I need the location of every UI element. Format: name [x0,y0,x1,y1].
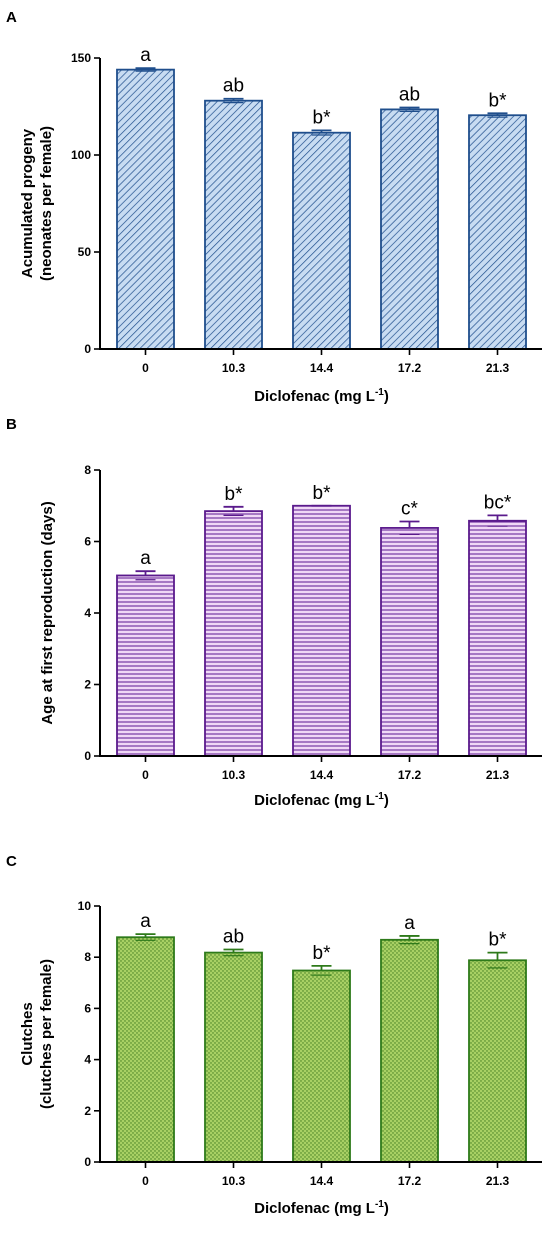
x-tick-label: 0 [142,1174,149,1188]
error-bar [223,505,244,517]
significance-label: c* [401,498,419,519]
significance-label: b* [313,943,332,964]
error-bar [487,112,508,118]
x-tick-label: 17.2 [398,768,422,782]
bar [292,969,351,1163]
error-bar [399,106,420,112]
y-tick-label: 4 [84,606,91,620]
x-tick-label: 17.2 [398,1174,422,1188]
significance-label: a [140,45,151,66]
error-bar [223,97,244,104]
significance-label: b* [489,90,508,111]
x-tick-label: 21.3 [486,1174,510,1188]
bar [292,131,351,350]
bar [116,68,175,350]
significance-label: a [404,913,415,934]
bar [380,527,439,757]
y-tick-label: 8 [84,950,91,964]
x-tick-label: 14.4 [310,361,334,375]
y-tick-label: 0 [84,342,91,356]
bar [468,114,527,350]
significance-label: bc* [484,492,512,513]
x-tick-label: 17.2 [398,361,422,375]
significance-label: b* [313,483,332,504]
error-bar [135,67,156,72]
bar [468,959,527,1163]
x-tick-label: 21.3 [486,361,510,375]
error-bar [399,520,420,535]
bar [292,504,351,757]
error-bar [311,129,332,136]
error-bar [135,933,156,941]
y-tick-label: 10 [78,899,92,913]
bar [116,936,175,1163]
x-tick-label: 10.3 [222,361,246,375]
panel-letter: A [6,9,17,26]
error-bar [135,570,156,581]
x-tick-label: 21.3 [486,768,510,782]
error-bar [487,514,508,527]
y-tick-label: 4 [84,1053,91,1067]
y-tick-label: 50 [78,245,92,259]
bar [204,510,263,757]
y-tick-label: 0 [84,1155,91,1169]
significance-label: ab [223,927,244,948]
x-tick-label: 10.3 [222,1174,246,1188]
panel-letter: B [6,416,17,433]
bar [204,951,263,1163]
y-tick-label: 2 [84,678,91,692]
x-tick-label: 14.4 [310,1174,334,1188]
panel-letter: C [6,853,17,870]
significance-label: ab [223,76,244,97]
y-tick-label: 100 [71,148,91,162]
bar [468,519,527,757]
chart-panel-b: Ba 0 b* 10.3 b* 14.4 c* 17.2 bc* 21.3 0 2 4 6 8 Age at … [6,416,542,809]
bar [204,99,263,350]
chart-panel-a: Aa 0 ab 10.3 b* 14.4 ab 17.2 b* 21.3 0 50 100 150 Acum… [6,9,542,405]
y-axis-label: Age at first reproduction (days) [39,501,56,724]
significance-label: b* [225,484,244,505]
x-tick-label: 10.3 [222,768,246,782]
y-axis-label: Acumulated progeny (neonates per female) [19,126,55,281]
y-tick-label: 0 [84,749,91,763]
y-tick-label: 150 [71,51,91,65]
significance-label: ab [399,84,420,105]
x-tick-label: 0 [142,361,149,375]
error-bar [223,948,244,957]
x-tick-label: 14.4 [310,768,334,782]
x-tick-label: 0 [142,768,149,782]
error-bar [311,965,332,976]
bar [116,574,175,757]
x-axis-label: Diclofenac (mg L-1) [254,791,389,809]
bar [380,108,439,350]
y-axis-label: Clutches (clutches per female) [19,959,55,1109]
significance-label: b* [489,930,508,951]
significance-label: a [140,548,151,569]
y-tick-label: 8 [84,463,91,477]
significance-label: a [140,911,151,932]
error-bar [399,935,420,945]
chart-panel-c: Ca 0 ab 10.3 b* 14.4 a 17.2 b* 21.3 0 2 4 6 8 10 Clutche… [6,853,542,1217]
error-bar [487,951,508,969]
x-axis-label: Diclofenac (mg L-1) [254,1199,389,1217]
x-axis-label: Diclofenac (mg L-1) [254,387,389,405]
significance-label: b* [313,107,332,128]
y-tick-label: 6 [84,1001,91,1015]
y-tick-label: 6 [84,535,91,549]
bar [380,938,439,1163]
y-tick-label: 2 [84,1104,91,1118]
